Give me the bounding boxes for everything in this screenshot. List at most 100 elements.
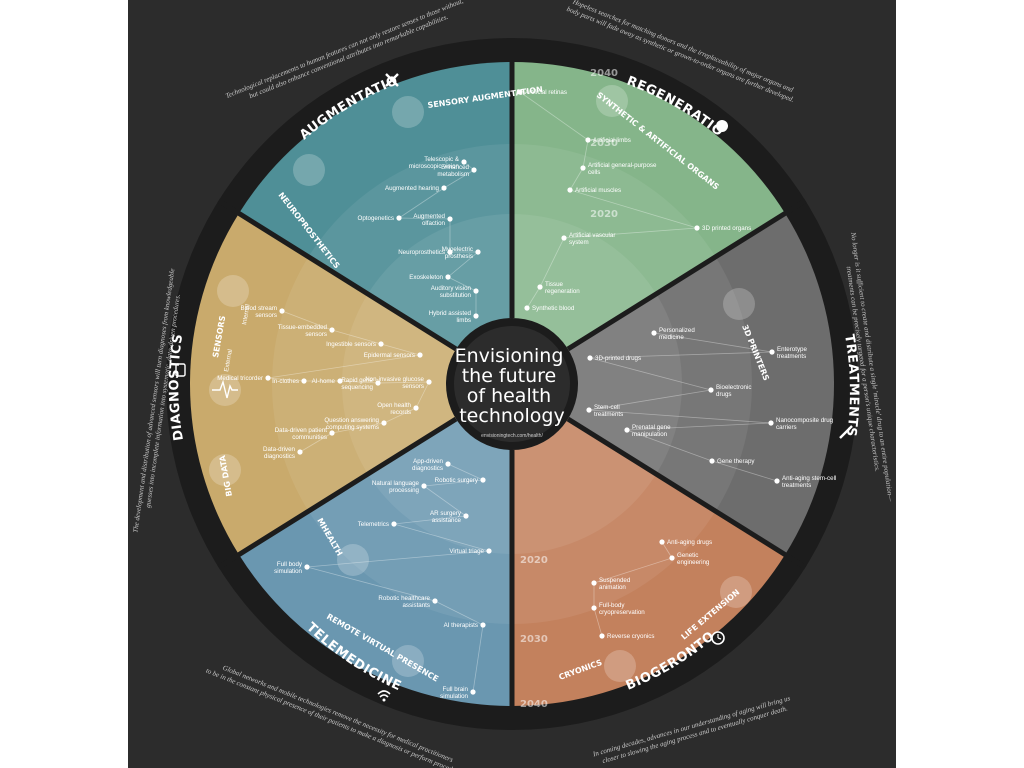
treatments-item-dot[interactable] [774,478,780,484]
chip-icon [217,275,249,307]
year-label-2020-top: 2020 [590,209,618,220]
smartphone-icon [337,544,369,576]
telemedicine-item-label: App-driven diagnostics [412,458,444,472]
wrench-icon [385,73,399,87]
diagnostics-item-dot[interactable] [378,341,384,347]
telemedicine-item-dot[interactable] [470,689,476,695]
regeneration-link [526,286,541,309]
diagnostics-item-dot[interactable] [381,420,387,426]
treatments-item-label: Anti-aging stem-cell treatments [782,475,836,489]
augmentation-item-label: Augmented hearing [385,185,440,192]
augmentation-item-dot[interactable] [396,215,402,221]
biogerontology-item-dot[interactable] [669,555,675,561]
telemedicine-item-label: Robotic surgery [435,477,479,484]
regeneration-item-label: Artificial general-purpose cells [588,162,657,176]
augmentation-item-dot[interactable] [475,249,481,255]
telemedicine-item-dot[interactable] [480,622,486,628]
diagnostics-item-dot[interactable] [337,378,343,384]
diagnostics-item-dot[interactable] [279,308,285,314]
year-label-2030-bottom: 2030 [520,634,548,645]
database-icon [209,454,241,486]
telemedicine-item-dot[interactable] [421,483,427,489]
diagnostics-title: DIAGNOSTICS [167,333,187,442]
diagnostics-item-label: In-clothes [272,378,299,385]
augmentation-item-dot[interactable] [445,274,451,280]
telemedicine-item-dot[interactable] [486,548,492,554]
regeneration-item-dot[interactable] [524,305,530,311]
treatments-title: TREATMENTS [841,333,861,437]
telemedicine-item-dot[interactable] [391,521,397,527]
hourglass-icon [720,576,752,608]
biogerontology-item-dot[interactable] [659,539,665,545]
augmentation-item-dot[interactable] [473,313,479,319]
biogerontology-item-dot[interactable] [599,633,605,639]
regeneration-item-dot[interactable] [537,284,543,290]
telemedicine-link [447,463,484,481]
augmentation-item-dot[interactable] [447,216,453,222]
regeneration-item-dot[interactable] [517,89,523,95]
telemedicine-item-label: Robotic healthcare assistants [378,595,430,609]
augmentation-item-dot[interactable] [471,167,477,173]
regeneration-item-dot[interactable] [567,187,573,193]
telemedicine-link [393,515,467,525]
diagnostics-link [267,377,305,382]
diagnostics-item-dot[interactable] [265,375,271,381]
treatments-item-label: Stem-cell treatments [594,404,623,418]
biogerontology-item-dot[interactable] [591,580,597,586]
treatments-item-dot[interactable] [709,458,715,464]
telemedicine-item-dot[interactable] [304,564,310,570]
diagnostics-item-dot[interactable] [329,430,335,436]
augmentation-item-label: Hybrid assisted limbs [429,310,472,324]
treatments-link [626,422,772,431]
diagnostics-item-label: Blood stream sensors [241,305,277,319]
globe-icon [392,645,424,677]
diagnostics-item-dot[interactable] [329,327,335,333]
treatments-item-dot[interactable] [586,407,592,413]
diagnostics-item-label: Question answering computing systems [324,417,379,431]
treatments-link [589,351,773,359]
treatments-item-dot[interactable] [624,427,630,433]
diagnostics-item-label: Non-invasive glucose sensors [365,376,424,390]
telemedicine-item-dot[interactable] [445,461,451,467]
telemedicine-item-label: Full brain simulation [440,686,468,700]
thermometer-icon [604,650,636,682]
treatments-item-dot[interactable] [587,355,593,361]
augmentation-item-dot[interactable] [447,249,453,255]
augmentation-link [443,169,475,189]
diagnostics-item-dot[interactable] [413,405,419,411]
augmentation-item-dot[interactable] [441,185,447,191]
treatments-item-dot[interactable] [651,330,657,336]
treatments-item-dot[interactable] [708,387,714,393]
diagnostics-item-dot[interactable] [375,380,381,386]
augmentation-item-dot[interactable] [461,159,467,165]
telemedicine-item-dot[interactable] [432,598,438,604]
wifi-icon [377,690,391,702]
center-url[interactable]: envisioningtech.com/health/ [481,433,543,439]
sensors-external-label: External [223,349,234,373]
regeneration-item-dot[interactable] [585,137,591,143]
regeneration-item-dot[interactable] [580,165,586,171]
telemedicine-link [472,624,484,693]
telemedicine-item-dot[interactable] [480,477,486,483]
diagnostics-item-dot[interactable] [301,378,307,384]
telemedicine-sector [238,384,512,706]
syringe-icon [839,425,853,439]
3d-printer-icon [723,288,755,320]
telemedicine-item-label: AR surgery assistance [430,510,462,524]
diagnostics-item-dot[interactable] [297,449,303,455]
treatments-item-dot[interactable] [768,420,774,426]
pulse-line-icon [212,379,238,399]
diagnostics-item-dot[interactable] [417,352,423,358]
telemedicine-item-dot[interactable] [463,513,469,519]
regeneration-link [569,189,698,229]
dna-icon [596,85,628,117]
treatments-item-label: Enterotype treatments [777,346,807,360]
regeneration-item-dot[interactable] [561,235,567,241]
regeneration-item-dot[interactable] [694,225,700,231]
regeneration-item-label: Artificial retinas [525,89,567,96]
diagnostics-item-dot[interactable] [426,379,432,385]
biogerontology-item-dot[interactable] [591,605,597,611]
augmentation-item-dot[interactable] [473,288,479,294]
treatments-item-dot[interactable] [769,349,775,355]
diagnostics-item-label: Open health records [377,402,411,416]
